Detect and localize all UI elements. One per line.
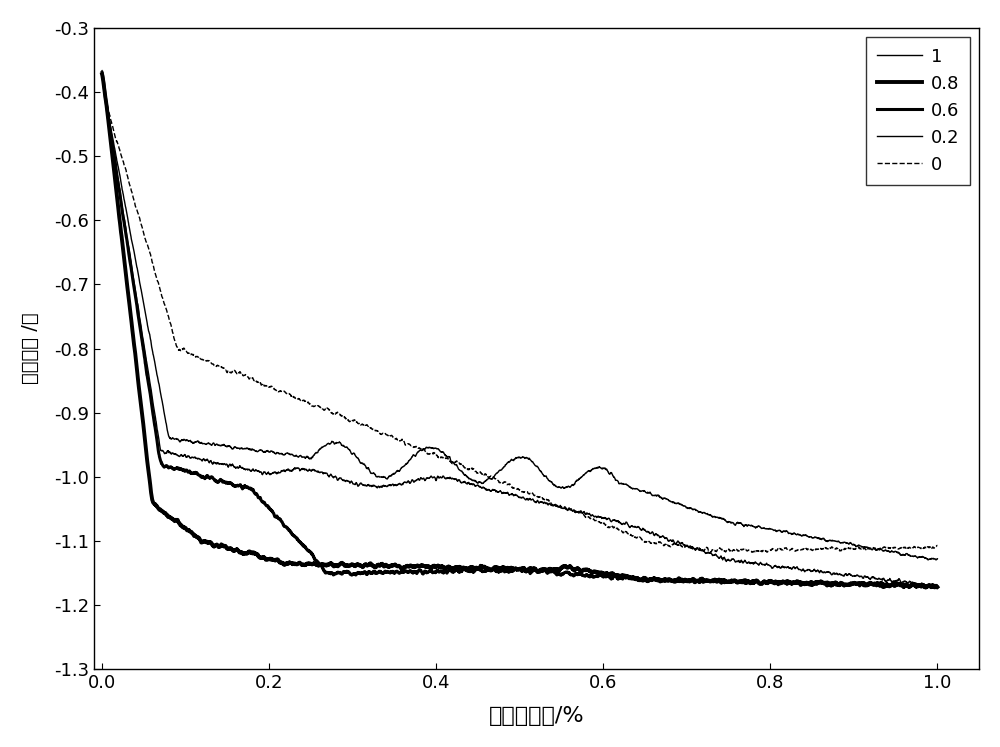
1 (96, 66, 108, 75)
1 (915, 553, 927, 562)
0.8 (96, 69, 108, 78)
0.2 (825, 569, 837, 578)
0 (825, 543, 837, 552)
1 (922, 555, 934, 564)
0 (704, 548, 716, 557)
0 (915, 544, 927, 553)
0.6 (453, 567, 465, 576)
0 (416, 444, 428, 453)
0.8 (241, 549, 253, 558)
Y-axis label: 响应电位 /伏: 响应电位 /伏 (21, 313, 40, 385)
0.2 (915, 580, 927, 589)
0 (191, 352, 203, 361)
1 (453, 465, 465, 474)
0.2 (931, 581, 943, 590)
0.6 (915, 581, 927, 590)
X-axis label: 消耗电荷量/%: 消耗电荷量/% (489, 706, 584, 726)
1 (825, 536, 837, 545)
0.6 (416, 569, 428, 578)
0.6 (825, 580, 837, 589)
0 (931, 541, 943, 550)
0 (241, 371, 253, 380)
0.2 (453, 476, 465, 485)
0.6 (931, 583, 943, 592)
0.8 (920, 583, 932, 592)
0 (453, 459, 465, 468)
0.2 (96, 70, 108, 79)
0 (96, 71, 108, 80)
Line: 0: 0 (102, 75, 937, 552)
0.8 (915, 581, 927, 590)
0.6 (241, 483, 253, 492)
Line: 0.6: 0.6 (102, 72, 937, 588)
0.8 (416, 561, 428, 570)
1 (416, 446, 428, 455)
0.8 (191, 533, 203, 542)
Line: 1: 1 (102, 71, 937, 560)
0.2 (925, 583, 937, 592)
0.6 (96, 68, 108, 77)
1 (931, 554, 943, 563)
0.8 (825, 580, 837, 589)
Line: 0.2: 0.2 (102, 75, 937, 587)
0.6 (898, 583, 910, 592)
1 (191, 437, 203, 446)
0.2 (416, 474, 428, 483)
0.2 (191, 454, 203, 463)
Line: 0.8: 0.8 (102, 74, 937, 588)
Legend: 1, 0.8, 0.6, 0.2, 0: 1, 0.8, 0.6, 0.2, 0 (866, 37, 970, 185)
0.8 (931, 583, 943, 592)
0.6 (191, 469, 203, 478)
0.8 (453, 563, 465, 572)
0.2 (241, 465, 253, 474)
1 (241, 444, 253, 453)
